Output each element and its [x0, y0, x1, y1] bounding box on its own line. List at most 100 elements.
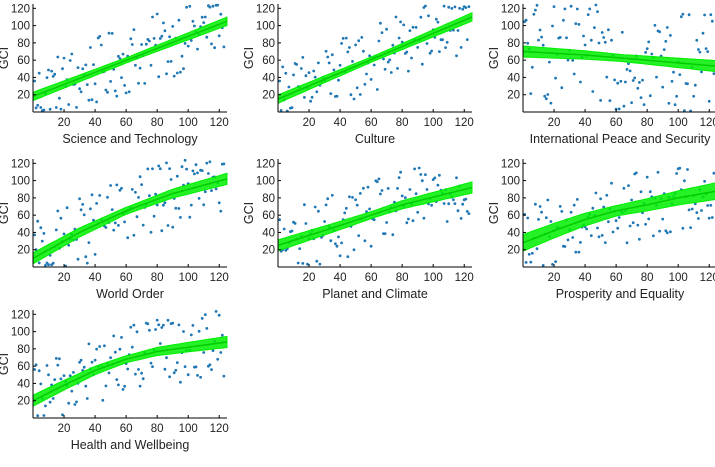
data-point — [385, 27, 388, 31]
data-point — [174, 368, 178, 372]
data-point — [363, 239, 367, 243]
data-point — [138, 384, 142, 388]
data-point — [695, 38, 699, 42]
data-point — [127, 90, 131, 94]
data-point — [51, 397, 55, 400]
data-point — [710, 216, 714, 219]
data-point — [569, 4, 573, 8]
data-point — [464, 6, 468, 9]
data-point — [669, 34, 672, 37]
data-point — [413, 167, 416, 171]
data-point — [191, 169, 195, 173]
data-point — [324, 49, 328, 53]
data-point — [34, 106, 38, 110]
x-tick-label: 60 — [610, 117, 623, 129]
data-point — [408, 188, 412, 191]
data-point — [34, 363, 38, 367]
data-point — [594, 3, 598, 7]
data-point — [544, 97, 548, 101]
data-point — [414, 26, 418, 29]
data-point — [146, 322, 150, 326]
data-point — [130, 345, 134, 349]
data-point — [68, 59, 72, 62]
data-point — [89, 46, 92, 49]
data-point — [82, 365, 86, 369]
y-tick-label: 100 — [501, 21, 520, 33]
scatter-points — [523, 3, 715, 113]
fit-line — [522, 190, 715, 244]
data-point — [566, 238, 570, 242]
data-point — [196, 374, 199, 377]
data-point — [110, 208, 114, 212]
data-point — [389, 71, 393, 74]
data-point — [183, 42, 187, 45]
data-point — [641, 78, 644, 82]
data-point — [79, 90, 83, 94]
data-point — [115, 378, 119, 381]
data-point — [558, 205, 562, 208]
y-tick-label: 100 — [11, 176, 30, 188]
data-point — [617, 216, 621, 219]
data-point — [93, 358, 97, 362]
data-point — [447, 202, 451, 206]
data-point — [597, 235, 601, 239]
data-point — [610, 38, 613, 42]
data-point — [44, 264, 47, 267]
data-point — [585, 227, 588, 231]
data-point — [681, 12, 685, 16]
data-point — [697, 217, 700, 220]
data-point — [152, 214, 156, 218]
data-point — [39, 226, 43, 230]
data-point — [424, 173, 427, 177]
data-point — [134, 372, 137, 376]
data-point — [543, 94, 547, 98]
data-point — [42, 232, 46, 235]
data-point — [427, 14, 430, 18]
data-point — [596, 10, 599, 14]
data-point — [669, 230, 672, 234]
data-point — [126, 236, 130, 240]
x-tick-label: 60 — [120, 423, 133, 435]
data-point — [569, 210, 573, 214]
data-point — [407, 217, 410, 221]
data-point — [382, 57, 385, 61]
data-point — [202, 203, 206, 207]
data-point — [634, 171, 638, 175]
data-point — [162, 21, 165, 25]
data-point — [346, 255, 350, 259]
data-point — [396, 67, 399, 70]
data-point — [645, 175, 649, 179]
data-point — [299, 67, 303, 70]
data-point — [85, 83, 89, 86]
data-point — [166, 318, 170, 322]
data-point — [535, 247, 539, 251]
data-point — [148, 39, 151, 43]
data-point — [591, 206, 595, 210]
y-tick-label: 40 — [262, 227, 275, 239]
data-point — [104, 384, 108, 388]
data-point — [397, 36, 401, 40]
data-point — [554, 76, 557, 80]
data-point — [120, 186, 123, 190]
data-point — [537, 38, 540, 42]
data-point — [107, 31, 111, 35]
data-point — [425, 42, 429, 45]
data-point — [538, 28, 542, 32]
data-point — [157, 164, 161, 168]
y-tick-label: 40 — [507, 227, 520, 239]
data-point — [622, 104, 626, 108]
data-point — [157, 75, 161, 79]
data-point — [203, 313, 207, 316]
data-point — [351, 60, 354, 63]
data-point — [58, 96, 61, 100]
data-point — [179, 216, 182, 219]
data-point — [191, 19, 195, 23]
data-point — [445, 40, 449, 44]
data-point — [68, 374, 72, 378]
data-point — [196, 47, 199, 51]
data-point — [399, 170, 402, 174]
fit-line — [32, 178, 228, 260]
data-point — [78, 87, 81, 91]
data-point — [278, 218, 281, 222]
data-point — [48, 400, 52, 404]
